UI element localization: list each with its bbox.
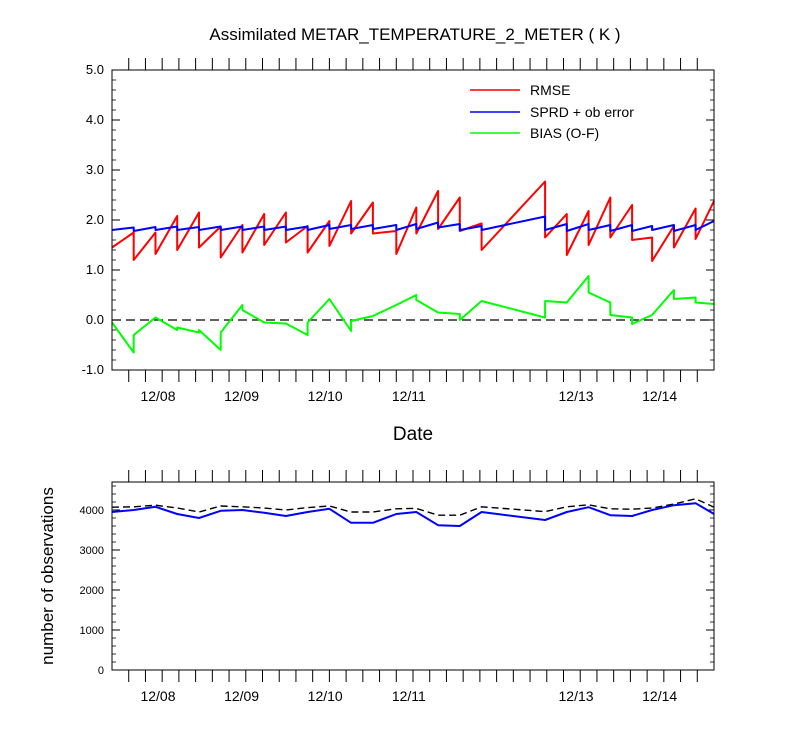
x-tick-label: 12/13 bbox=[559, 688, 594, 704]
x-tick-label: 12/08 bbox=[140, 388, 175, 404]
x-tick-label: 12/14 bbox=[642, 688, 677, 704]
series-line-2 bbox=[111, 275, 715, 354]
series-line-0 bbox=[111, 180, 715, 262]
y-tick-label: 2.0 bbox=[86, 212, 104, 227]
x-tick-label: 12/10 bbox=[308, 388, 343, 404]
y-tick-label: 3000 bbox=[80, 545, 104, 557]
bottom-y-tick-labels: 0 1000 2000 3000 4000 bbox=[80, 505, 104, 677]
x-tick-label: 12/10 bbox=[308, 688, 343, 704]
y-tick-label: 1.0 bbox=[86, 262, 104, 277]
bottom-x-tick-labels: 12/08 12/09 12/10 12/11 12/13 12/14 bbox=[140, 688, 677, 704]
legend-bias-label: BIAS (O-F) bbox=[530, 125, 599, 141]
series-line-1 bbox=[111, 215, 715, 232]
top-chart: Assimilated METAR_TEMPERATURE_2_METER ( … bbox=[82, 25, 715, 445]
top-series bbox=[111, 180, 715, 354]
legend-rmse-label: RMSE bbox=[530, 82, 570, 98]
bottom-plot-frame bbox=[111, 481, 715, 671]
x-tick-label: 12/09 bbox=[224, 688, 259, 704]
y-tick-label: 5.0 bbox=[86, 62, 104, 77]
y-tick-label: -1.0 bbox=[82, 362, 104, 377]
bottom-series bbox=[111, 498, 715, 527]
x-tick-label: 12/11 bbox=[392, 388, 426, 404]
y-tick-label: 2000 bbox=[80, 585, 104, 597]
y-tick-label: 4.0 bbox=[86, 112, 104, 127]
legend: RMSE SPRD + ob error BIAS (O-F) bbox=[470, 82, 634, 141]
y-tick-label: 3.0 bbox=[86, 162, 104, 177]
top-plot-frame bbox=[111, 69, 715, 371]
x-tick-label: 12/09 bbox=[224, 388, 259, 404]
top-x-tick-labels: 12/08 12/09 12/10 12/11 12/13 12/14 bbox=[140, 388, 677, 404]
x-tick-label: 12/14 bbox=[642, 388, 677, 404]
y-tick-label: 0 bbox=[98, 665, 104, 677]
bottom-ticks bbox=[112, 470, 714, 682]
legend-sprd-label: SPRD + ob error bbox=[530, 104, 634, 120]
x-tick-label: 12/08 bbox=[140, 688, 175, 704]
top-x-axis-label: Date bbox=[393, 424, 433, 445]
x-tick-label: 12/11 bbox=[392, 688, 426, 704]
y-tick-label: 0.0 bbox=[86, 312, 104, 327]
x-tick-label: 12/13 bbox=[559, 388, 594, 404]
bottom-y-axis-label: number of observations bbox=[38, 487, 57, 665]
top-chart-title: Assimilated METAR_TEMPERATURE_2_METER ( … bbox=[209, 25, 620, 44]
y-tick-label: 1000 bbox=[80, 625, 104, 637]
top-y-tick-labels: -1.0 0.0 1.0 2.0 3.0 4.0 5.0 bbox=[82, 62, 104, 377]
y-tick-label: 4000 bbox=[80, 505, 104, 517]
series-line-0 bbox=[111, 502, 715, 527]
series-line-1 bbox=[111, 498, 715, 516]
